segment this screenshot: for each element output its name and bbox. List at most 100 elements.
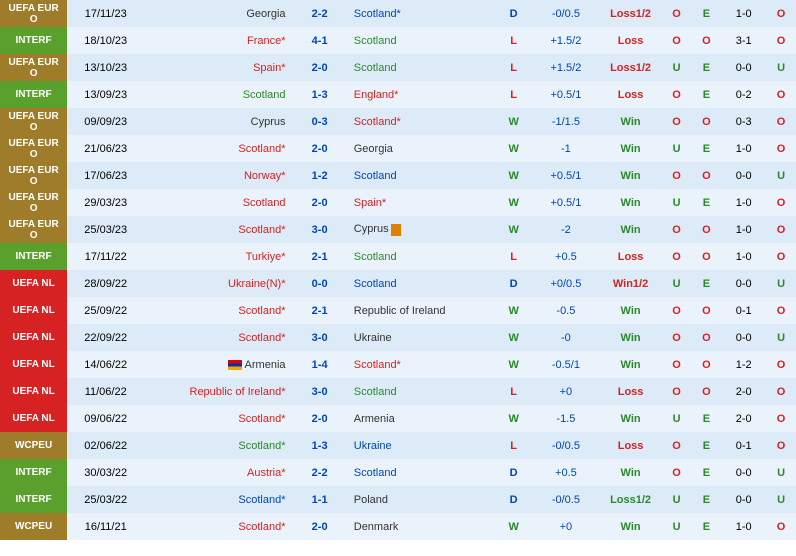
halftime-score: 2-0 — [721, 378, 766, 405]
match-row[interactable]: UEFA NL25/09/22Scotland*2-1Republic of I… — [0, 297, 796, 324]
home-team[interactable]: Scotland* — [144, 135, 293, 162]
handicap-result: Win — [599, 135, 661, 162]
away-team[interactable]: Scotland* — [346, 0, 495, 27]
handicap: +0.5/1 — [532, 162, 599, 189]
away-team[interactable]: Scotland — [346, 378, 495, 405]
home-team[interactable]: France* — [144, 27, 293, 54]
home-team[interactable]: Turkiye* — [144, 243, 293, 270]
away-team[interactable]: Scotland — [346, 243, 495, 270]
match-row[interactable]: INTERF30/03/22Austria*2-2ScotlandD+0.5Wi… — [0, 459, 796, 486]
home-team[interactable]: Scotland* — [144, 405, 293, 432]
score[interactable]: 1-3 — [294, 81, 346, 108]
over-under: U — [662, 135, 692, 162]
home-team[interactable]: Georgia — [144, 0, 293, 27]
match-date: 29/03/23 — [67, 189, 144, 216]
home-team[interactable]: Scotland* — [144, 297, 293, 324]
home-team[interactable]: Scotland* — [144, 324, 293, 351]
away-team[interactable]: England* — [346, 81, 495, 108]
match-row[interactable]: INTERF25/03/22Scotland*1-1PolandD-0/0.5L… — [0, 486, 796, 513]
away-team[interactable]: Denmark — [346, 513, 495, 540]
match-row[interactable]: UEFA EURO17/06/23Norway*1-2ScotlandW+0.5… — [0, 162, 796, 189]
competition-badge: INTERF — [0, 459, 67, 486]
match-row[interactable]: UEFA EURO21/06/23Scotland*2-0GeorgiaW-1W… — [0, 135, 796, 162]
handicap-result: Win — [599, 297, 661, 324]
over-under-2: O — [766, 378, 796, 405]
match-row[interactable]: WCPEU02/06/22Scotland*1-3UkraineL-0/0.5L… — [0, 432, 796, 459]
match-row[interactable]: WCPEU16/11/21Scotland*2-0DenmarkW+0WinUE… — [0, 513, 796, 540]
away-team[interactable]: Spain* — [346, 189, 495, 216]
match-row[interactable]: UEFA EURO17/11/23Georgia2-2Scotland*D-0/… — [0, 0, 796, 27]
score[interactable]: 1-1 — [294, 486, 346, 513]
score[interactable]: 2-1 — [294, 297, 346, 324]
score[interactable]: 2-0 — [294, 513, 346, 540]
score[interactable]: 4-1 — [294, 27, 346, 54]
over-under-2: U — [766, 270, 796, 297]
score[interactable]: 1-2 — [294, 162, 346, 189]
away-team[interactable]: Georgia — [346, 135, 495, 162]
home-team[interactable]: Republic of Ireland* — [144, 378, 293, 405]
score[interactable]: 2-0 — [294, 189, 346, 216]
match-row[interactable]: INTERF17/11/22Turkiye*2-1ScotlandL+0.5Lo… — [0, 243, 796, 270]
away-team[interactable]: Scotland* — [346, 351, 495, 378]
score[interactable]: 0-0 — [294, 270, 346, 297]
score[interactable]: 1-3 — [294, 432, 346, 459]
home-team[interactable]: Scotland* — [144, 432, 293, 459]
score[interactable]: 2-0 — [294, 405, 346, 432]
away-team[interactable]: Scotland — [346, 459, 495, 486]
home-team[interactable]: Spain* — [144, 54, 293, 81]
away-team[interactable]: Cyprus — [346, 216, 495, 243]
home-team[interactable]: Norway* — [144, 162, 293, 189]
match-row[interactable]: UEFA NL09/06/22Scotland*2-0ArmeniaW-1.5W… — [0, 405, 796, 432]
match-row[interactable]: UEFA EURO25/03/23Scotland*3-0CyprusW-2Wi… — [0, 216, 796, 243]
match-date: 11/06/22 — [67, 378, 144, 405]
home-team[interactable]: Scotland* — [144, 513, 293, 540]
away-team[interactable]: Armenia — [346, 405, 495, 432]
handicap-result: Win — [599, 162, 661, 189]
handicap: -0/0.5 — [532, 486, 599, 513]
score[interactable]: 2-0 — [294, 135, 346, 162]
score[interactable]: 3-0 — [294, 216, 346, 243]
away-team[interactable]: Ukraine — [346, 324, 495, 351]
score[interactable]: 1-4 — [294, 351, 346, 378]
match-row[interactable]: UEFA EURO09/09/23Cyprus0-3Scotland*W-1/1… — [0, 108, 796, 135]
away-team[interactable]: Scotland* — [346, 108, 495, 135]
score[interactable]: 2-1 — [294, 243, 346, 270]
away-team[interactable]: Scotland — [346, 270, 495, 297]
match-row[interactable]: UEFA EURO29/03/23Scotland2-0Spain*W+0.5/… — [0, 189, 796, 216]
home-team[interactable]: Cyprus — [144, 108, 293, 135]
score[interactable]: 3-0 — [294, 324, 346, 351]
halftime-score: 3-1 — [721, 27, 766, 54]
handicap-result: Loss1/2 — [599, 0, 661, 27]
over-under: U — [662, 270, 692, 297]
away-team[interactable]: Scotland — [346, 54, 495, 81]
home-team[interactable]: Scotland* — [144, 216, 293, 243]
even-odd: O — [692, 297, 722, 324]
home-team[interactable]: Scotland — [144, 189, 293, 216]
home-team[interactable]: Ukraine(N)* — [144, 270, 293, 297]
result: L — [495, 243, 532, 270]
match-row[interactable]: UEFA NL11/06/22Republic of Ireland*3-0Sc… — [0, 378, 796, 405]
score[interactable]: 2-2 — [294, 459, 346, 486]
home-team[interactable]: Scotland* — [144, 486, 293, 513]
match-date: 22/09/22 — [67, 324, 144, 351]
match-row[interactable]: UEFA EURO13/10/23Spain*2-0ScotlandL+1.5/… — [0, 54, 796, 81]
away-team[interactable]: Ukraine — [346, 432, 495, 459]
match-row[interactable]: INTERF18/10/23France*4-1ScotlandL+1.5/2L… — [0, 27, 796, 54]
match-row[interactable]: UEFA NL22/09/22Scotland*3-0UkraineW-0Win… — [0, 324, 796, 351]
home-team[interactable]: Armenia — [144, 351, 293, 378]
result: L — [495, 378, 532, 405]
match-row[interactable]: INTERF13/09/23Scotland1-3England*L+0.5/1… — [0, 81, 796, 108]
score[interactable]: 2-0 — [294, 54, 346, 81]
match-row[interactable]: UEFA NL14/06/22Armenia1-4Scotland*W-0.5/… — [0, 351, 796, 378]
match-row[interactable]: UEFA NL28/09/22Ukraine(N)*0-0ScotlandD+0… — [0, 270, 796, 297]
away-team[interactable]: Republic of Ireland — [346, 297, 495, 324]
score[interactable]: 3-0 — [294, 378, 346, 405]
home-team[interactable]: Austria* — [144, 459, 293, 486]
away-team[interactable]: Scotland — [346, 162, 495, 189]
home-team[interactable]: Scotland — [144, 81, 293, 108]
score[interactable]: 0-3 — [294, 108, 346, 135]
away-team[interactable]: Poland — [346, 486, 495, 513]
away-team[interactable]: Scotland — [346, 27, 495, 54]
score[interactable]: 2-2 — [294, 0, 346, 27]
even-odd: E — [692, 0, 722, 27]
